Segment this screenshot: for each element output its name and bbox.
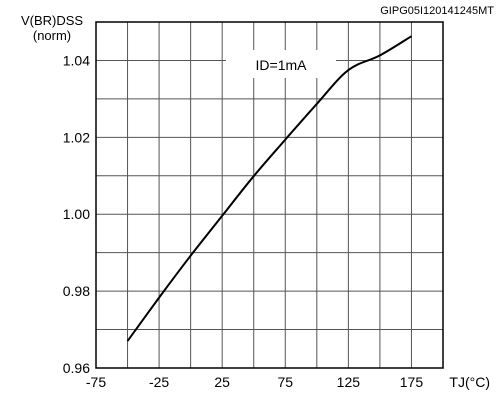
series-line: [128, 36, 412, 341]
x-tick-label: -25: [149, 374, 169, 390]
y-tick-label: 1.02: [63, 129, 90, 145]
x-tick-label: -75: [86, 374, 106, 390]
figure-id: GIPG05I120141245MT: [380, 5, 494, 17]
y-tick-label: 1.04: [63, 52, 90, 68]
series-points: [127, 35, 413, 342]
annotation-label: ID=1mA: [256, 57, 308, 73]
x-tick-label: 125: [337, 374, 361, 390]
x-tick-label: 175: [400, 374, 424, 390]
y-tick-label: 0.98: [63, 283, 90, 299]
y-tick-label: 1.00: [63, 206, 90, 222]
x-axis-label: TJ(°C): [449, 374, 490, 390]
y-axis-label-main: V(BR)DSS: [21, 13, 83, 28]
y-tick-labels: 0.960.981.001.021.04: [63, 52, 90, 376]
x-tick-label: 75: [277, 374, 293, 390]
y-axis-label-unit: (norm): [33, 28, 71, 43]
x-tick-label: 25: [214, 374, 230, 390]
x-tick-labels: -75 -25 25 75 125 175: [86, 374, 423, 390]
